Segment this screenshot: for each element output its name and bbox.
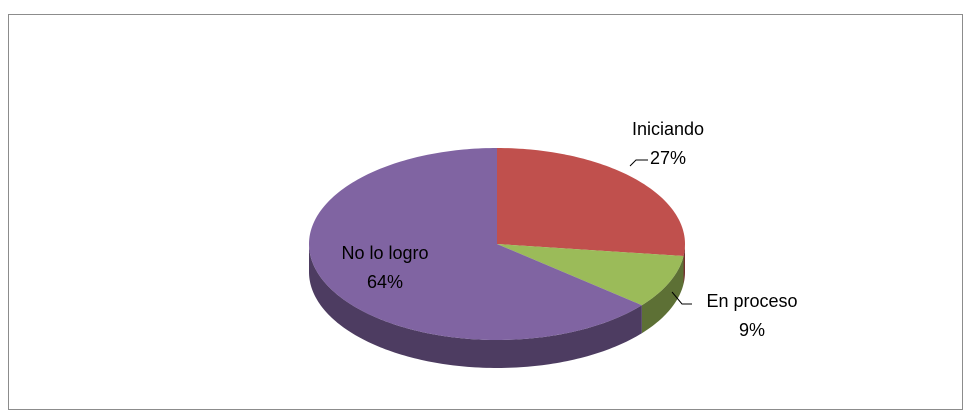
slice xyxy=(497,244,684,306)
slice xyxy=(309,148,642,340)
slice-side xyxy=(683,244,685,285)
slice xyxy=(497,148,685,257)
data-label-value: 64% xyxy=(367,272,403,292)
data-label-name: Iniciando xyxy=(632,119,704,139)
data-label-value: 27% xyxy=(650,148,686,168)
data-label-value: 9% xyxy=(739,320,765,340)
slice-side xyxy=(309,244,642,368)
data-label-name: No lo logro xyxy=(341,243,428,263)
leader-line xyxy=(671,291,692,305)
leader-line xyxy=(629,159,648,167)
data-label-name: En proceso xyxy=(706,291,797,311)
slice-side xyxy=(641,256,684,334)
